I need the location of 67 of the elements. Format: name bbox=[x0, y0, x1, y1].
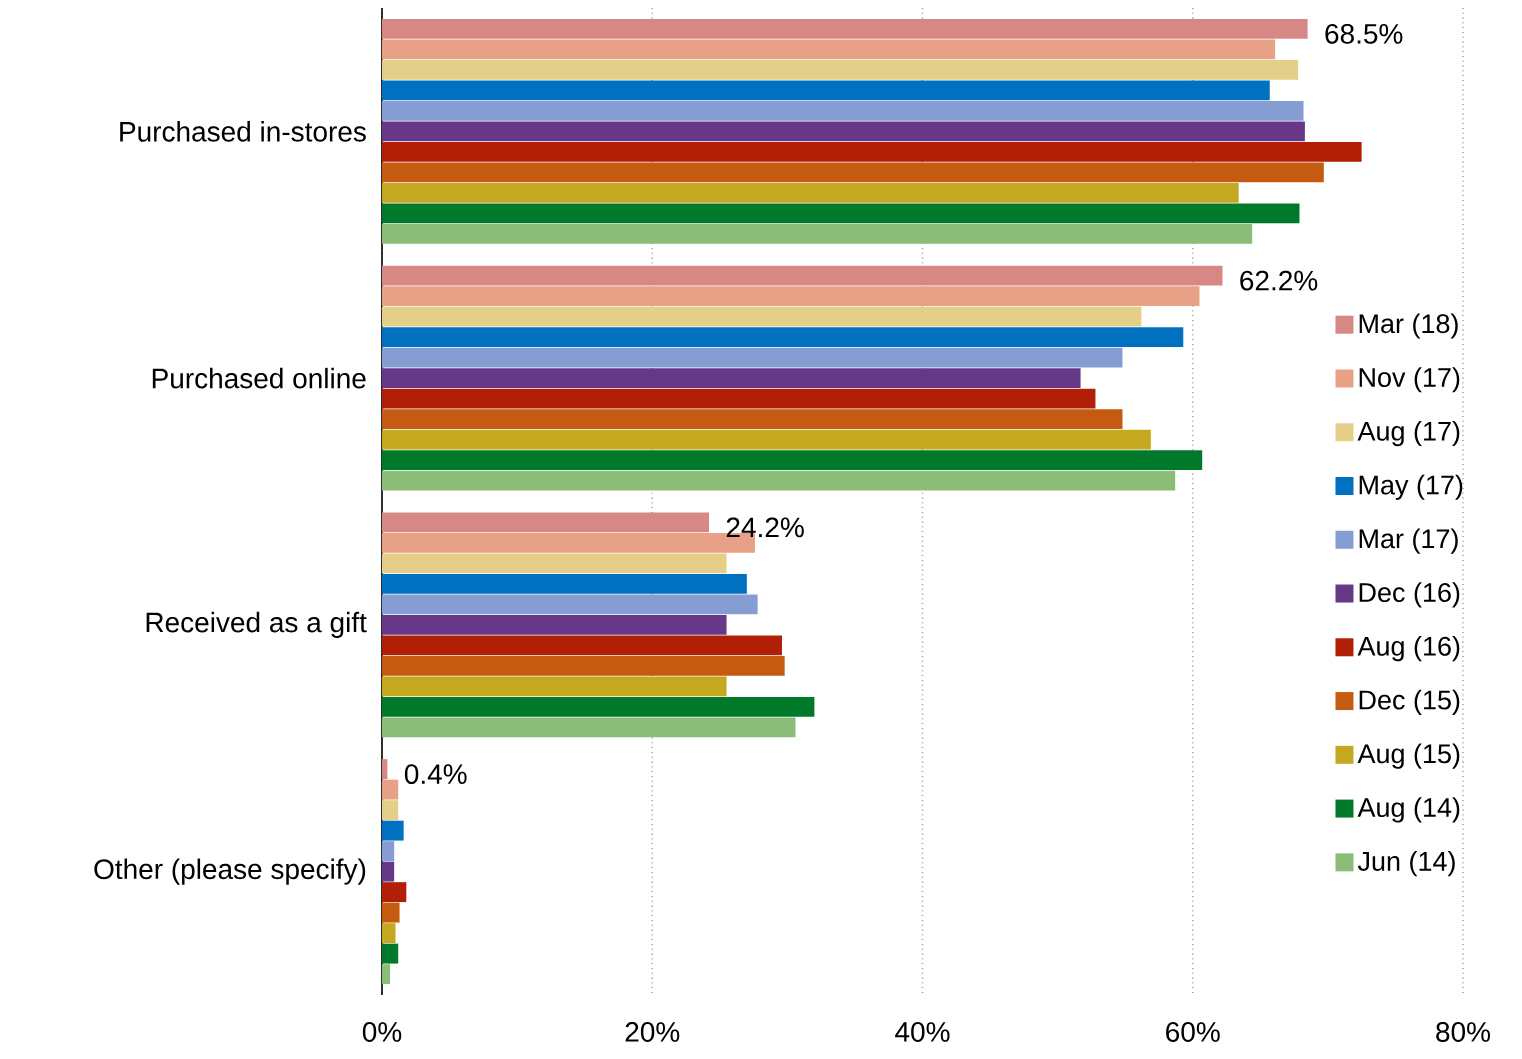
x-tick-label: 80% bbox=[1436, 1022, 1490, 1042]
bar bbox=[382, 39, 1276, 60]
bar bbox=[382, 861, 395, 882]
bar bbox=[382, 265, 1223, 286]
bar bbox=[382, 429, 1151, 450]
data-label: 68.5% bbox=[1325, 23, 1403, 44]
bar bbox=[382, 141, 1362, 162]
bar bbox=[382, 388, 1096, 409]
bar bbox=[382, 553, 727, 574]
legend-label: Aug (15) bbox=[1357, 743, 1460, 769]
bar bbox=[382, 162, 1324, 183]
bar bbox=[382, 368, 1081, 389]
legend-label: Aug (17) bbox=[1357, 420, 1460, 447]
y-tick-label: Purchased online bbox=[152, 367, 366, 389]
legend-label: Jun (14) bbox=[1357, 851, 1455, 877]
bar bbox=[382, 203, 1300, 224]
x-tick-label: 20% bbox=[625, 1022, 680, 1042]
bar bbox=[382, 223, 1253, 244]
data-label: 62.2% bbox=[1240, 270, 1318, 291]
bar bbox=[382, 327, 1184, 348]
bar bbox=[382, 964, 391, 985]
bar bbox=[382, 80, 1270, 101]
legend-label: Mar (18) bbox=[1359, 313, 1458, 339]
bar bbox=[382, 902, 400, 923]
bar bbox=[382, 696, 815, 717]
legend-label: Aug (14) bbox=[1357, 797, 1460, 823]
bar bbox=[382, 182, 1239, 203]
data-label: 0.4% bbox=[404, 764, 467, 785]
bar bbox=[382, 882, 407, 903]
bar bbox=[382, 655, 785, 676]
bar bbox=[382, 800, 399, 821]
bar bbox=[382, 820, 404, 841]
bar bbox=[382, 306, 1142, 327]
x-tick-label: 40% bbox=[895, 1022, 950, 1042]
bar bbox=[382, 717, 796, 738]
legend-label: Nov (17) bbox=[1359, 367, 1460, 393]
bar bbox=[382, 512, 709, 533]
legend-label: Aug (16) bbox=[1357, 636, 1460, 662]
data-label: 24.2% bbox=[726, 517, 804, 538]
bar bbox=[382, 121, 1305, 142]
x-tick-label: 0% bbox=[362, 1022, 402, 1042]
bar bbox=[382, 923, 396, 944]
y-tick-label: Other (please specify) bbox=[94, 858, 366, 885]
legend-label: May (17) bbox=[1359, 474, 1463, 500]
bar bbox=[382, 614, 727, 635]
bar bbox=[382, 100, 1304, 121]
bar bbox=[382, 779, 399, 800]
bar bbox=[382, 676, 727, 697]
bar bbox=[382, 409, 1123, 430]
bar bbox=[382, 943, 399, 964]
bar bbox=[382, 470, 1176, 491]
x-tick-label: 60% bbox=[1166, 1022, 1220, 1042]
bar bbox=[382, 635, 782, 656]
bar bbox=[382, 573, 747, 594]
y-tick-label: Received as a gift bbox=[146, 611, 367, 638]
bar bbox=[382, 450, 1203, 471]
bar bbox=[382, 59, 1299, 80]
bar bbox=[382, 594, 758, 615]
bar bbox=[382, 759, 388, 780]
y-tick-label: Purchased in-stores bbox=[120, 121, 366, 142]
bar bbox=[382, 286, 1200, 307]
bar bbox=[382, 841, 395, 862]
legend-label: Dec (15) bbox=[1359, 689, 1460, 715]
bar bbox=[382, 18, 1308, 39]
legend-label: Dec (16) bbox=[1359, 582, 1460, 608]
legend-label: Mar (17) bbox=[1359, 528, 1458, 554]
bar bbox=[382, 347, 1123, 368]
